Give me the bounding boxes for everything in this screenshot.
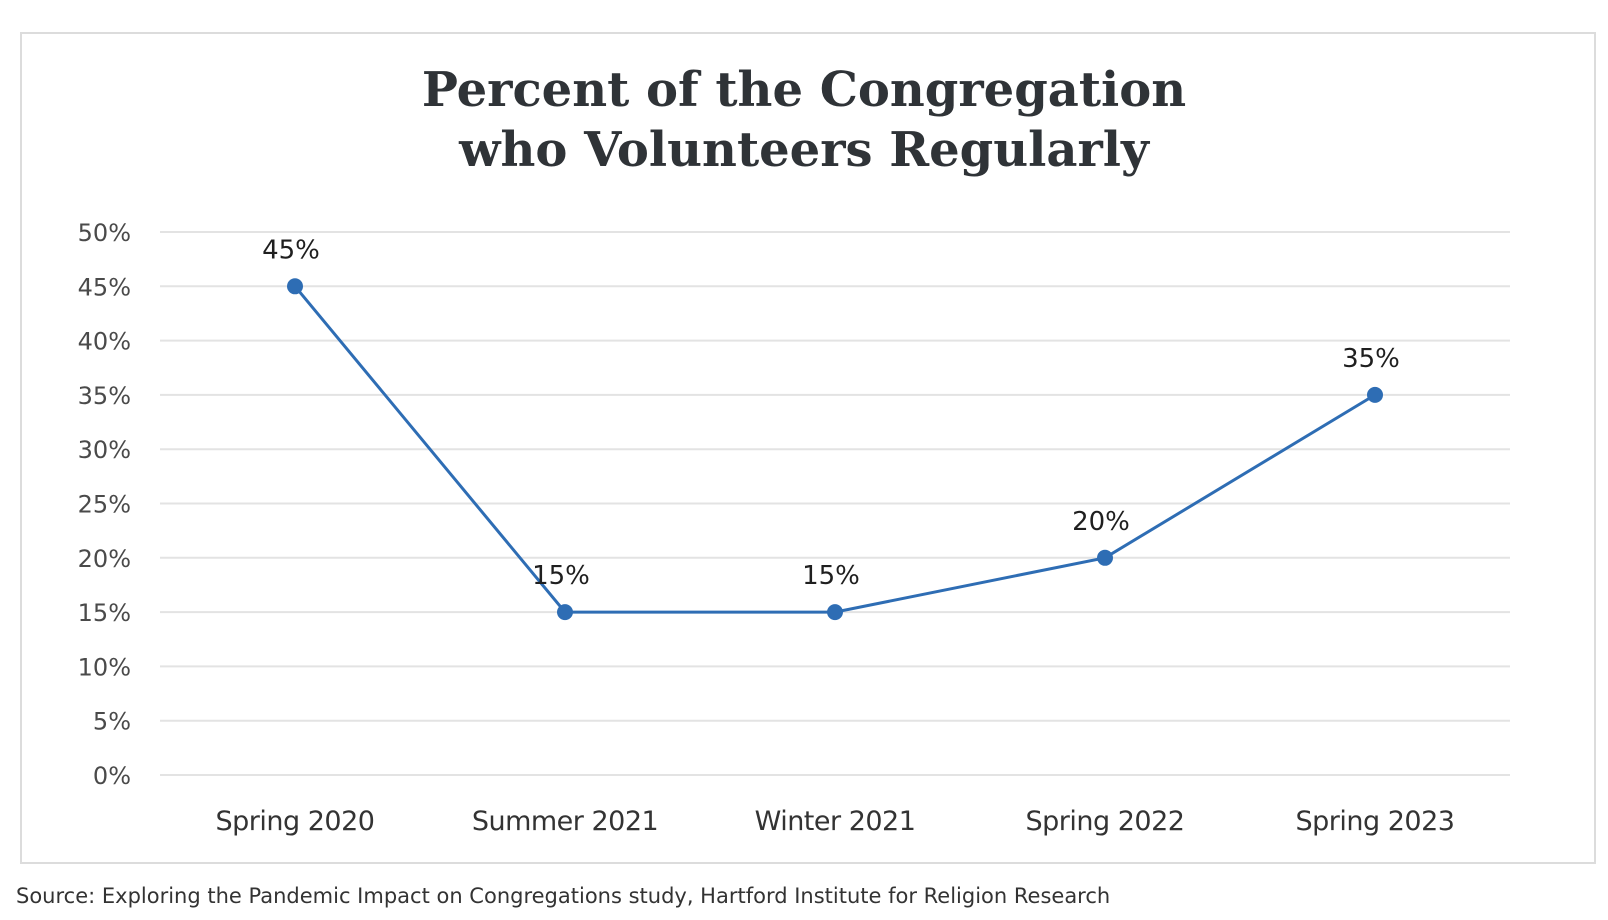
y-tick-label: 50% [78, 219, 131, 247]
x-tick-label: Spring 2020 [216, 806, 375, 837]
data-label: 45% [262, 235, 320, 265]
y-tick-label: 25% [78, 491, 131, 519]
data-point [827, 604, 843, 621]
y-tick-label: 35% [78, 382, 131, 410]
data-label: 20% [1072, 507, 1130, 537]
data-label: 35% [1342, 344, 1400, 374]
data-point [1367, 386, 1383, 403]
x-tick-label: Summer 2021 [472, 806, 658, 837]
y-tick-label: 15% [78, 599, 131, 627]
x-axis-ticks: Spring 2020 Summer 2021 Winter 2021 Spring … [216, 806, 1455, 837]
series-volunteers [287, 278, 1383, 621]
data-point [557, 604, 573, 621]
y-tick-label: 5% [93, 708, 131, 736]
data-point [1097, 549, 1113, 566]
chart-title-line-1: Percent of the Congregation [421, 62, 1187, 118]
y-tick-label: 20% [78, 545, 131, 573]
data-label: 15% [532, 561, 590, 591]
gridlines [160, 231, 1510, 776]
data-labels: 45% 15% 15% 20% 35% [262, 235, 1400, 591]
x-tick-label: Winter 2021 [755, 806, 916, 837]
data-label: 15% [802, 561, 860, 591]
y-tick-label: 40% [78, 328, 131, 356]
x-tick-label: Spring 2022 [1026, 806, 1185, 837]
y-tick-label: 0% [93, 762, 131, 790]
x-tick-label: Spring 2023 [1296, 806, 1455, 837]
y-tick-label: 30% [78, 436, 131, 464]
y-axis-ticks: 0% 5% 10% 15% 20% 25% 30% 35% 40% 45% 50% [78, 219, 131, 790]
source-note: Source: Exploring the Pandemic Impact on… [16, 884, 1111, 908]
data-point [287, 278, 303, 295]
y-tick-label: 45% [78, 273, 131, 301]
y-tick-label: 10% [78, 653, 131, 681]
chart-title-line-2: who Volunteers Regularly [459, 122, 1149, 178]
chart-title: Percent of the Congregation who Voluntee… [0, 60, 1608, 180]
chart-frame [20, 32, 1596, 864]
